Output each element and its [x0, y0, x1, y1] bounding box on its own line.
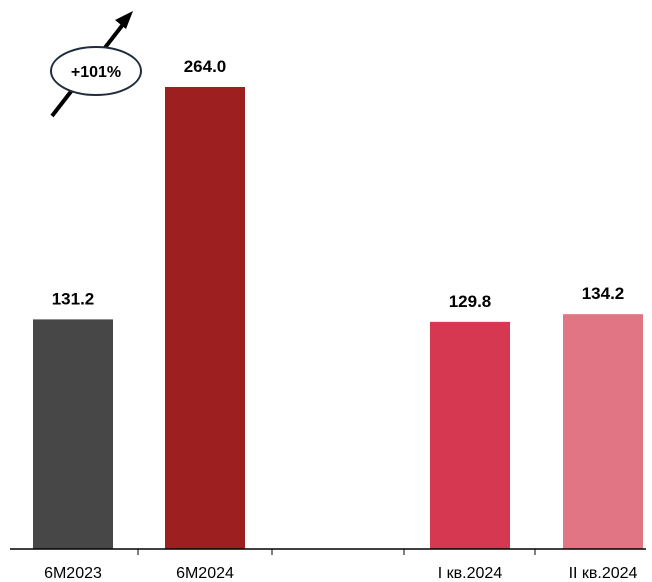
category-label-i-кв-2024: I кв.2024 [438, 565, 503, 582]
bar-i-кв-2024 [430, 321, 510, 549]
value-label-ii-кв-2024: 134.2 [582, 284, 625, 303]
category-labels-group: 6M2023 6M2024 I кв.2024 II кв.2024 [44, 565, 637, 582]
growth-arrow-head [115, 11, 133, 29]
value-label-6m2023: 131.2 [52, 289, 95, 308]
x-axis [10, 548, 646, 555]
value-labels-group: 131.2 264.0 129.8 134.2 [52, 57, 625, 311]
category-label-ii-кв-2024: II кв.2024 [569, 565, 638, 582]
growth-ellipse [50, 46, 142, 96]
bar-6m2024 [165, 87, 245, 549]
bar-ii-кв-2024 [563, 314, 643, 549]
value-label-6m2024: 264.0 [184, 57, 227, 76]
category-label-6m2024: 6M2024 [176, 565, 234, 582]
bar-6m2023 [33, 319, 113, 549]
category-label-6m2023: 6M2023 [44, 565, 102, 582]
growth-annotation: +101% [50, 11, 142, 118]
bars-group [33, 87, 643, 549]
value-label-i-кв-2024: 129.8 [449, 292, 492, 311]
growth-label: +101% [71, 64, 121, 81]
